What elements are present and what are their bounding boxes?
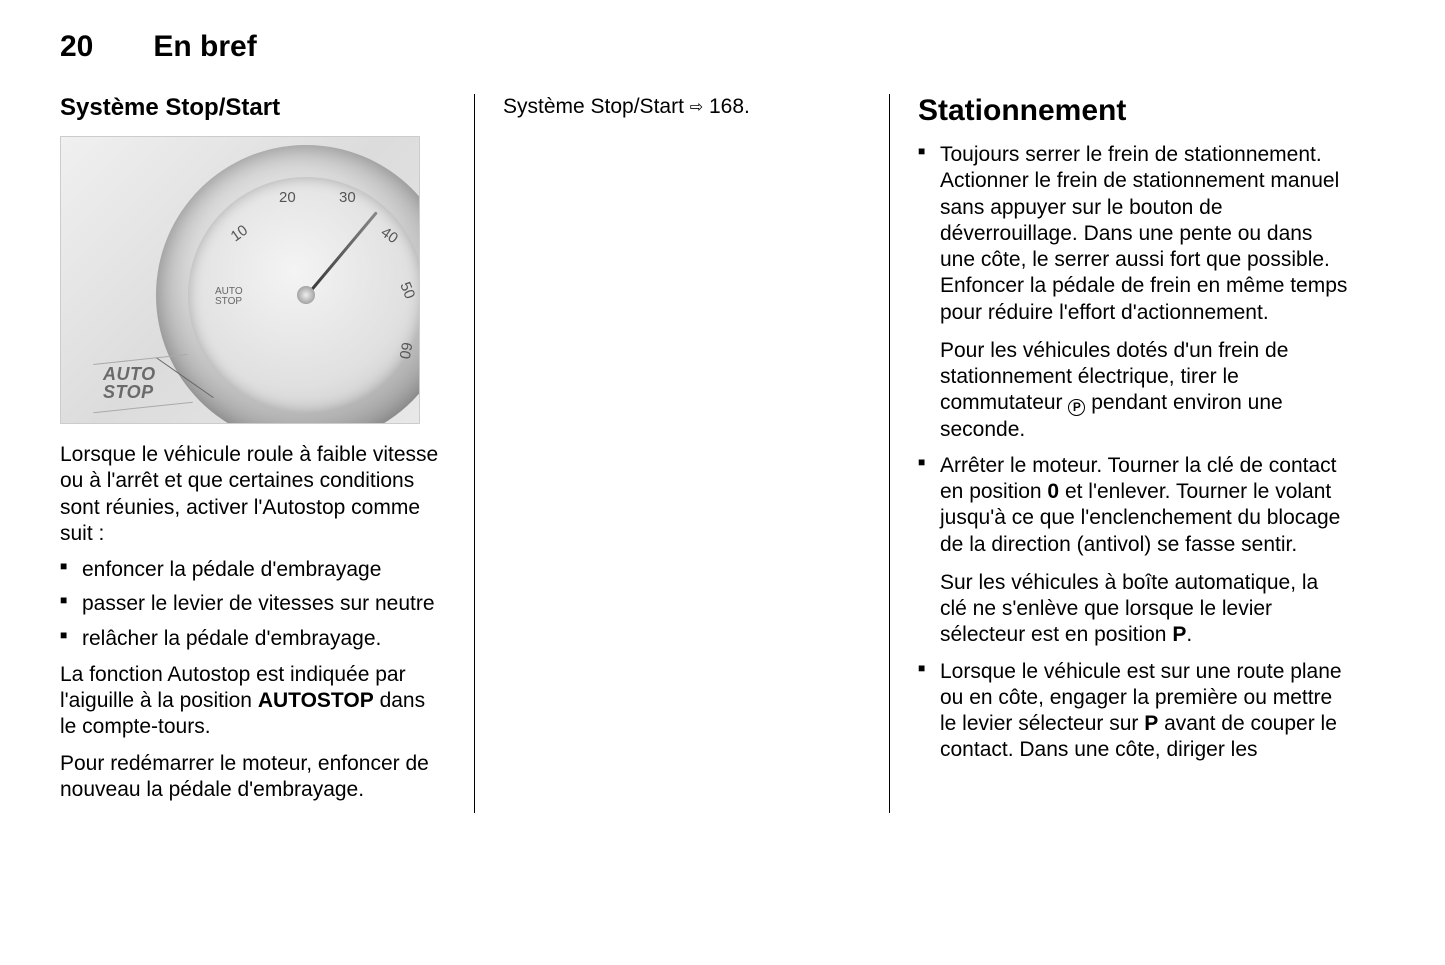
- page-header: 20 En bref: [60, 30, 1385, 64]
- autostop-bold: AUTOSTOP: [258, 689, 374, 712]
- gauge-number-20: 20: [279, 189, 296, 206]
- tachometer-figure: 20 30 10 40 50 60 AUTO STOP AUTO: [60, 136, 420, 424]
- stop-start-intro: Lorsque le véhicule roule à faible vites…: [60, 442, 446, 547]
- list-item: passer le levier de vitesses sur neutre: [60, 591, 446, 617]
- autostop-indicator-para: La fonction Autostop est indiquée par l'…: [60, 662, 446, 741]
- para-text: Sur les véhicules à boîte automatique, l…: [940, 571, 1318, 647]
- list-item: Lorsque le véhicule est sur une route pl…: [918, 659, 1350, 764]
- column-2: Système Stop/Start ⇨ 168.: [475, 94, 890, 813]
- position-0-bold: 0: [1047, 480, 1059, 503]
- gauge-hub: [297, 286, 315, 304]
- position-p-bold: P: [1144, 712, 1158, 735]
- cross-reference: Système Stop/Start ⇨ 168.: [503, 94, 861, 120]
- autostop-callout: AUTO STOP: [103, 365, 156, 401]
- callout-line1: AUTO: [103, 364, 156, 384]
- list-item: Toujours serrer le frein de stationnemen…: [918, 142, 1350, 443]
- gauge-number-60: 60: [396, 341, 416, 360]
- parking-item1-p2: Pour les véhicules dotés d'un frein de s…: [940, 338, 1350, 443]
- position-p-bold: P: [1172, 623, 1186, 646]
- list-item: relâcher la pédale d'embrayage.: [60, 626, 446, 652]
- column-3: Stationnement Toujours serrer le frein d…: [890, 94, 1350, 813]
- reference-arrow-icon: ⇨: [690, 98, 703, 118]
- callout-line2: STOP: [103, 382, 154, 402]
- stop-start-steps: enfoncer la pédale d'embrayage passer le…: [60, 557, 446, 652]
- parking-brake-symbol-icon: P: [1068, 399, 1085, 416]
- parking-item2-p2: Sur les véhicules à boîte automatique, l…: [940, 570, 1350, 649]
- manual-page: 20 En bref Système Stop/Start 20 30 10 4…: [0, 0, 1445, 965]
- list-item: enfoncer la pédale d'embrayage: [60, 557, 446, 583]
- columns-container: Système Stop/Start 20 30 10 40 50 60 AUT…: [60, 94, 1385, 813]
- parking-list: Toujours serrer le frein de stationnemen…: [918, 142, 1350, 764]
- section-title: En bref: [153, 30, 256, 64]
- gauge-number-30: 30: [339, 189, 356, 206]
- list-item: Arrêter le moteur. Tourner la clé de con…: [918, 453, 1350, 649]
- ref-page: 168.: [703, 95, 750, 118]
- column-1: Système Stop/Start 20 30 10 40 50 60 AUT…: [60, 94, 475, 813]
- restart-engine-para: Pour redémarrer le moteur, enfoncer de n…: [60, 751, 446, 804]
- stop-start-heading: Système Stop/Start: [60, 94, 446, 122]
- parking-item1-p1: Toujours serrer le frein de stationnemen…: [940, 143, 1347, 324]
- gauge-autostop-line2: STOP: [215, 296, 242, 307]
- para-text: .: [1186, 623, 1192, 646]
- page-number: 20: [60, 30, 93, 64]
- parking-heading: Stationnement: [918, 94, 1350, 128]
- gauge-autostop-label: AUTO STOP: [215, 287, 243, 307]
- ref-text: Système Stop/Start: [503, 95, 690, 118]
